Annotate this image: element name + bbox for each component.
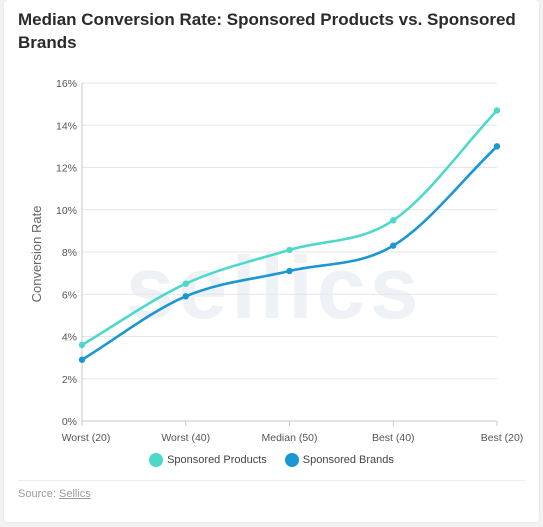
y-tick-label: 8% bbox=[62, 247, 77, 259]
line-chart: sellics 0%2%4%6%8%10%12%14%16% Worst (20… bbox=[29, 78, 524, 444]
legend: Sponsored Products Sponsored Brands bbox=[4, 453, 539, 467]
data-point[interactable] bbox=[182, 280, 189, 287]
data-point[interactable] bbox=[78, 356, 86, 363]
x-tick-label: Median (50) bbox=[261, 432, 317, 444]
legend-label: Sponsored Brands bbox=[302, 454, 394, 466]
data-point[interactable] bbox=[286, 267, 293, 275]
x-tick-label: Best (20) bbox=[481, 432, 524, 444]
data-point[interactable] bbox=[390, 217, 397, 224]
data-point[interactable] bbox=[78, 341, 86, 349]
y-tick-label: 4% bbox=[62, 332, 77, 344]
source-link[interactable]: Sellics bbox=[58, 488, 91, 500]
footer-divider bbox=[18, 480, 525, 481]
x-tick-label: Worst (20) bbox=[62, 432, 111, 444]
source-note: Source: Sellics bbox=[18, 488, 91, 500]
source-label: Source: bbox=[18, 488, 56, 500]
x-tick-label: Worst (40) bbox=[161, 432, 210, 444]
series bbox=[78, 107, 501, 363]
data-point[interactable] bbox=[182, 293, 189, 300]
chart-title: Median Conversion Rate: Sponsored Produc… bbox=[18, 10, 516, 52]
legend-label: Sponsored Products bbox=[167, 454, 267, 466]
gridlines bbox=[81, 82, 497, 422]
y-tick-label: 16% bbox=[56, 78, 77, 90]
y-axis-ticks: 0% 2% 4% 6% 8% 10% 12% 14% 16% bbox=[56, 78, 77, 428]
y-tick-label: 12% bbox=[56, 163, 77, 175]
y-axis-title: Conversion Rate bbox=[29, 206, 44, 303]
series-sponsored-brands bbox=[78, 143, 501, 363]
legend-item-sponsored-products[interactable]: Sponsored Products bbox=[149, 453, 267, 467]
data-point[interactable] bbox=[390, 242, 397, 249]
legend-item-sponsored-brands[interactable]: Sponsored Brands bbox=[284, 453, 394, 467]
y-tick-label: 10% bbox=[56, 205, 77, 217]
data-point[interactable] bbox=[493, 107, 501, 114]
y-tick-label: 2% bbox=[62, 374, 77, 386]
data-point[interactable] bbox=[286, 246, 293, 254]
y-tick-label: 6% bbox=[62, 289, 77, 301]
y-tick-label: 0% bbox=[62, 416, 77, 428]
legend-swatch-sponsored-brands bbox=[284, 453, 299, 467]
chart-card: Median Conversion Rate: Sponsored Produc… bbox=[4, 0, 539, 522]
x-tick-label: Best (40) bbox=[372, 432, 415, 444]
x-axis-ticks: Worst (20) Worst (40) Median (50) Best (40)… bbox=[62, 421, 524, 444]
y-tick-label: 14% bbox=[56, 120, 77, 132]
series-sponsored-products bbox=[78, 107, 501, 349]
data-point[interactable] bbox=[493, 143, 501, 150]
legend-swatch-sponsored-products bbox=[149, 453, 164, 467]
